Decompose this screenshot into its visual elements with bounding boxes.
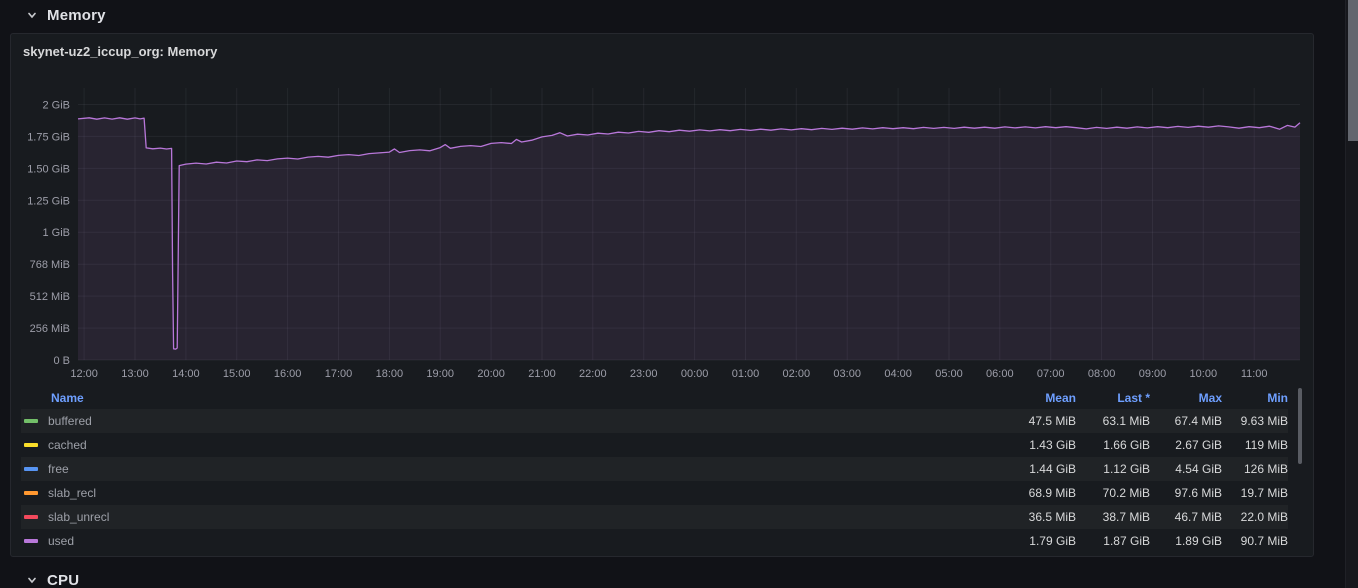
svg-text:14:00: 14:00 <box>172 368 200 380</box>
legend-table: Name Mean Last * Max Min buffered 47.5 M… <box>21 386 1304 548</box>
legend-row[interactable]: free 1.44 GiB 1.12 GiB 4.54 GiB 126 MiB <box>21 457 1288 481</box>
series-last: 1.12 GiB <box>1103 462 1150 476</box>
legend-row[interactable]: used 1.79 GiB 1.87 GiB 1.89 GiB 90.7 MiB <box>21 529 1288 548</box>
svg-text:01:00: 01:00 <box>732 368 760 380</box>
series-max: 2.67 GiB <box>1175 438 1222 452</box>
svg-text:11:00: 11:00 <box>1241 368 1268 380</box>
svg-text:20:00: 20:00 <box>477 368 505 380</box>
svg-text:08:00: 08:00 <box>1088 368 1116 380</box>
series-mean: 68.9 MiB <box>1028 486 1076 500</box>
svg-text:1 GiB: 1 GiB <box>42 227 70 239</box>
series-max: 67.4 MiB <box>1174 414 1222 428</box>
legend-row[interactable]: cached 1.43 GiB 1.66 GiB 2.67 GiB 119 Mi… <box>21 433 1288 457</box>
svg-text:13:00: 13:00 <box>121 368 149 380</box>
legend-col-last[interactable]: Last * <box>1117 390 1150 405</box>
chevron-down-icon <box>26 574 38 586</box>
legend-col-name[interactable]: Name <box>51 390 84 405</box>
svg-text:17:00: 17:00 <box>325 368 353 380</box>
memory-panel: skynet-uz2_iccup_org: Memory 2 GiB 1.75 G… <box>10 33 1314 557</box>
series-mean: 1.79 GiB <box>1029 534 1076 548</box>
series-min: 22.0 MiB <box>1240 510 1288 524</box>
svg-text:10:00: 10:00 <box>1190 368 1218 380</box>
legend-scrollbar[interactable] <box>1298 388 1302 464</box>
series-name[interactable]: slab_unrecl <box>48 510 110 524</box>
memory-chart-svg: 2 GiB 1.75 GiB 1.50 GiB 1.25 GiB 1 GiB 768 Mi… <box>27 88 1301 380</box>
svg-text:02:00: 02:00 <box>783 368 811 380</box>
series-color-swatch <box>24 491 38 495</box>
svg-text:21:00: 21:00 <box>528 368 556 380</box>
legend-row[interactable]: slab_recl 68.9 MiB 70.2 MiB 97.6 MiB 19.… <box>21 481 1288 505</box>
section-memory-label: Memory <box>47 6 106 24</box>
series-last: 38.7 MiB <box>1102 510 1150 524</box>
series-max: 1.89 GiB <box>1175 534 1222 548</box>
series-last: 70.2 MiB <box>1102 486 1150 500</box>
svg-text:1.50 GiB: 1.50 GiB <box>27 163 70 175</box>
series-name[interactable]: cached <box>48 438 87 452</box>
series-name[interactable]: free <box>48 462 69 476</box>
series-last: 1.66 GiB <box>1103 438 1150 452</box>
legend-body: buffered 47.5 MiB 63.1 MiB 67.4 MiB 9.63… <box>21 409 1288 548</box>
svg-text:0 B: 0 B <box>53 355 70 367</box>
series-name[interactable]: used <box>48 534 75 548</box>
memory-chart[interactable]: 2 GiB 1.75 GiB 1.50 GiB 1.25 GiB 1 GiB 768 Mi… <box>21 80 1304 385</box>
svg-text:07:00: 07:00 <box>1037 368 1065 380</box>
series-color-swatch <box>24 467 38 471</box>
page-scrollbar[interactable] <box>1345 0 1358 588</box>
svg-text:06:00: 06:00 <box>986 368 1014 380</box>
series-min: 9.63 MiB <box>1240 414 1288 428</box>
series-max: 97.6 MiB <box>1174 486 1222 500</box>
series-color-swatch <box>24 419 38 423</box>
section-cpu-label: CPU <box>47 571 80 588</box>
chevron-down-icon <box>26 9 38 21</box>
svg-text:04:00: 04:00 <box>884 368 912 380</box>
svg-text:2 GiB: 2 GiB <box>42 100 70 112</box>
series-last: 1.87 GiB <box>1103 534 1150 548</box>
svg-text:03:00: 03:00 <box>833 368 861 380</box>
series-max: 4.54 GiB <box>1175 462 1222 476</box>
legend-col-min[interactable]: Min <box>1267 390 1288 405</box>
legend-row[interactable]: buffered 47.5 MiB 63.1 MiB 67.4 MiB 9.63… <box>21 409 1288 433</box>
series-name[interactable]: buffered <box>48 414 92 428</box>
series-mean: 1.44 GiB <box>1029 462 1076 476</box>
legend-col-max[interactable]: Max <box>1198 390 1222 405</box>
series-color-swatch <box>24 539 38 543</box>
svg-text:19:00: 19:00 <box>426 368 454 380</box>
panel-title[interactable]: skynet-uz2_iccup_org: Memory <box>23 44 218 59</box>
legend-col-mean[interactable]: Mean <box>1045 390 1076 405</box>
svg-text:12:00: 12:00 <box>70 368 98 380</box>
series-min: 119 MiB <box>1244 438 1288 452</box>
series-color-swatch <box>24 515 38 519</box>
svg-text:05:00: 05:00 <box>935 368 963 380</box>
series-color-swatch <box>24 443 38 447</box>
series-max: 46.7 MiB <box>1174 510 1222 524</box>
svg-text:15:00: 15:00 <box>223 368 251 380</box>
series-name[interactable]: slab_recl <box>48 486 97 500</box>
legend-header-row: Name Mean Last * Max Min <box>21 386 1288 409</box>
svg-text:00:00: 00:00 <box>681 368 709 380</box>
series-min: 126 MiB <box>1243 462 1288 476</box>
svg-text:512 MiB: 512 MiB <box>30 291 70 303</box>
section-row-memory[interactable]: Memory <box>26 3 106 27</box>
svg-text:256 MiB: 256 MiB <box>30 323 70 335</box>
svg-text:1.25 GiB: 1.25 GiB <box>27 195 70 207</box>
svg-text:23:00: 23:00 <box>630 368 658 380</box>
series-mean: 1.43 GiB <box>1029 438 1076 452</box>
page-scrollbar-thumb[interactable] <box>1348 0 1358 141</box>
svg-text:22:00: 22:00 <box>579 368 607 380</box>
svg-text:1.75 GiB: 1.75 GiB <box>27 131 70 143</box>
legend-row[interactable]: slab_unrecl 36.5 MiB 38.7 MiB 46.7 MiB 2… <box>21 505 1288 529</box>
series-min: 90.7 MiB <box>1240 534 1288 548</box>
series-mean: 36.5 MiB <box>1028 510 1076 524</box>
svg-text:09:00: 09:00 <box>1139 368 1167 380</box>
svg-text:18:00: 18:00 <box>376 368 404 380</box>
series-min: 19.7 MiB <box>1240 486 1288 500</box>
svg-text:768 MiB: 768 MiB <box>30 259 70 271</box>
svg-text:16:00: 16:00 <box>274 368 302 380</box>
section-row-cpu[interactable]: CPU <box>26 568 79 588</box>
series-last: 63.1 MiB <box>1102 414 1150 428</box>
series-mean: 47.5 MiB <box>1028 414 1076 428</box>
